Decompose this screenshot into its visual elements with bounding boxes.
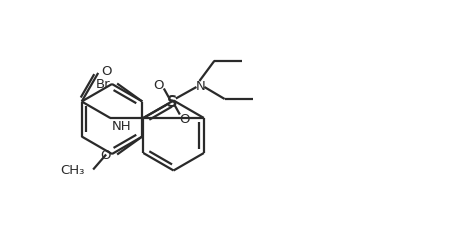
Text: O: O xyxy=(101,65,112,78)
Text: S: S xyxy=(167,94,177,109)
Text: O: O xyxy=(154,79,164,92)
Text: N: N xyxy=(196,79,205,92)
Text: NH: NH xyxy=(111,119,131,132)
Text: O: O xyxy=(101,148,111,161)
Text: CH₃: CH₃ xyxy=(60,163,84,176)
Text: Br: Br xyxy=(96,78,110,91)
Text: O: O xyxy=(180,112,190,125)
